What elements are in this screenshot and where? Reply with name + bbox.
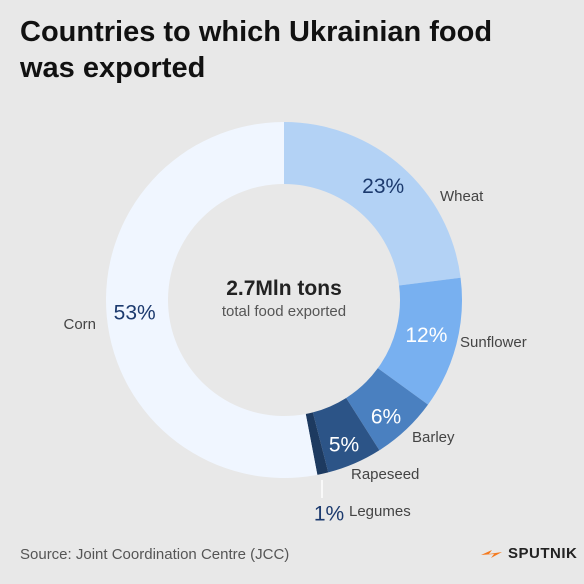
slice-legumes	[305, 412, 329, 475]
percent-label-sunflower: 12%	[405, 324, 447, 347]
source-note: Source: Joint Coordination Centre (JCC)	[20, 546, 290, 563]
slice-wheat	[284, 122, 461, 286]
percent-label-rapeseed: 5%	[329, 434, 359, 457]
chart-title: Countries to which Ukrainian food was ex…	[20, 14, 560, 86]
center-total-value: 2.7Mln tons	[226, 277, 342, 300]
center-total-caption: total food exported	[222, 303, 346, 320]
category-label-rapeseed: Rapeseed	[351, 466, 419, 483]
chart-title-line-2: was exported	[20, 52, 206, 84]
sputnik-logo-text: SPUTNIK	[508, 544, 578, 562]
slice-sunflower	[377, 277, 462, 405]
percent-label-barley: 6%	[371, 406, 401, 429]
chart-title-line-1: Countries to which Ukrainian food	[20, 16, 493, 48]
donut-labels: 23% Wheat 12% Sunflower 6% Barley 5% Rapeseed 1%…	[63, 175, 526, 526]
category-label-sunflower: Sunflower	[460, 334, 527, 351]
percent-label-corn: 53%	[114, 302, 156, 325]
donut-slices	[105, 122, 462, 478]
category-label-legumes: Legumes	[349, 503, 411, 520]
sputnik-logo-icon	[481, 550, 502, 558]
sputnik-logo: SPUTNIK	[478, 543, 577, 563]
slice-rapeseed	[312, 397, 380, 473]
percent-label-legumes: 1%	[314, 503, 344, 526]
percent-label-wheat: 23%	[362, 175, 404, 198]
category-label-barley: Barley	[412, 429, 455, 446]
slice-corn	[105, 122, 318, 478]
category-label-corn: Corn	[63, 316, 96, 333]
slice-barley	[346, 368, 429, 451]
category-label-wheat: Wheat	[440, 188, 484, 205]
